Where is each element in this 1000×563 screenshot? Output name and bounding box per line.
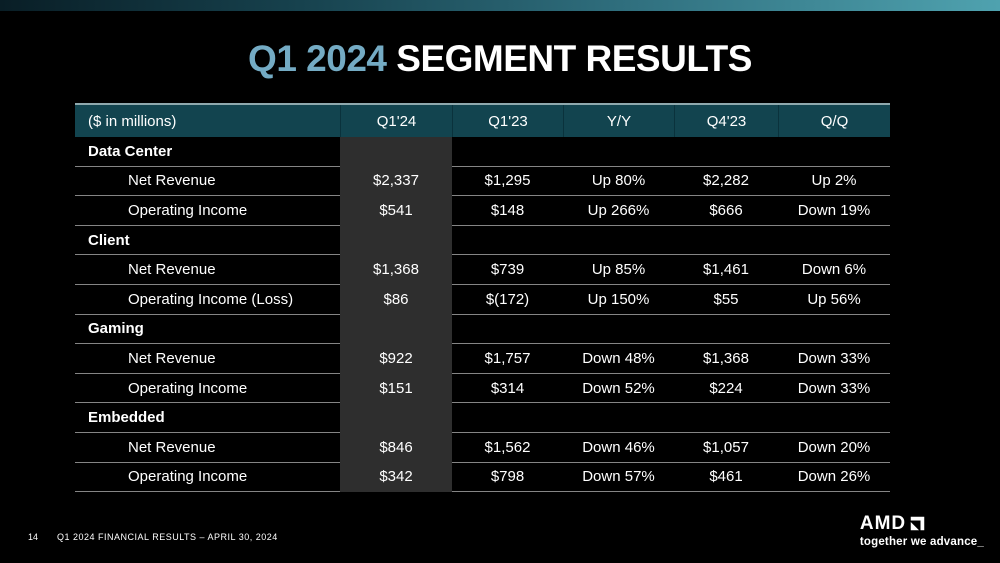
page-title-highlight: Q1 2024	[248, 38, 387, 79]
section-row: Embedded	[75, 403, 890, 433]
page-number: 14	[28, 532, 39, 542]
value-cell: $2,337	[373, 172, 419, 190]
value-cell: $314	[490, 379, 525, 397]
data-row: Operating Income $541 $148 Up 266% $666 Down …	[75, 196, 890, 226]
row-label: Operating Income (Loss)	[128, 290, 294, 308]
value-cell: Up 2%	[811, 172, 857, 190]
value-cell: $922	[379, 349, 413, 367]
value-cell: Down 48%	[582, 349, 655, 367]
value-cell: Up 80%	[591, 172, 646, 190]
value-cell: $1,368	[703, 349, 749, 367]
value-cell: $1,461	[703, 261, 749, 279]
value-cell: Down 33%	[797, 379, 871, 397]
value-cell: Up 85%	[591, 261, 646, 279]
value-cell: Down 52%	[582, 379, 655, 397]
value-cell: $739	[490, 261, 525, 279]
value-cell: $1,057	[703, 438, 749, 456]
value-cell: Down 20%	[797, 438, 871, 456]
data-row: Operating Income $151 $314 Down 52% $224 Down…	[75, 374, 890, 404]
section-name: Client	[88, 231, 130, 249]
row-label: Net Revenue	[128, 438, 216, 456]
footer-text: Q1 2024 FINANCIAL RESULTS – APRIL 30, 20…	[57, 532, 278, 542]
value-cell: $342	[379, 468, 413, 486]
amd-logo: AMD together we advance_	[860, 514, 984, 548]
value-cell: $2,282	[703, 172, 749, 190]
value-cell: $798	[490, 468, 525, 486]
value-cell: $1,757	[484, 349, 531, 367]
unit-label: ($ in millions)	[88, 112, 177, 130]
amd-tagline: together we advance_	[859, 536, 984, 548]
value-cell: $(172)	[485, 290, 530, 308]
section-row: Client	[75, 226, 890, 256]
row-label: Net Revenue	[128, 172, 216, 190]
column-header: Q/Q	[778, 105, 890, 137]
row-label: Operating Income	[128, 201, 248, 219]
value-cell: Down 33%	[797, 349, 871, 367]
section-row: Gaming	[75, 315, 890, 345]
value-cell: $1,368	[373, 261, 419, 279]
data-row: Operating Income (Loss) $86 $(172) Up 150% $…	[75, 285, 890, 315]
row-label: Net Revenue	[128, 349, 216, 367]
data-row: Net Revenue $2,337 $1,295 Up 80% $2,282 Up 2%	[75, 167, 890, 197]
value-cell: Up 56%	[807, 290, 861, 308]
value-cell: $86	[383, 290, 409, 308]
section-name: Embedded	[88, 409, 165, 427]
column-header: Q1'23	[452, 105, 563, 137]
page-title-rest: SEGMENT RESULTS	[386, 38, 752, 79]
amd-logo-text: AMD	[859, 513, 907, 534]
table-body: Data Center Net Revenue $2,337 $1,295 Up 80%…	[75, 137, 890, 493]
column-header: Y/Y	[563, 105, 674, 137]
value-cell: Down 26%	[797, 468, 871, 486]
data-row: Net Revenue $922 $1,757 Down 48% $1,368 Down …	[75, 344, 890, 374]
data-row: Operating Income $342 $798 Down 57% $461 Down…	[75, 463, 890, 493]
value-cell: $148	[490, 201, 525, 219]
row-label: Operating Income	[128, 468, 248, 486]
value-cell: $846	[379, 438, 413, 456]
segment-results-table: ($ in millions) Q1'24 Q1'23 Y/Y Q4'23 Q/Q Da…	[75, 103, 890, 493]
value-cell: Up 266%	[587, 201, 650, 219]
value-cell: Up 150%	[587, 290, 650, 308]
row-label: Operating Income	[128, 379, 248, 397]
data-row: Net Revenue $846 $1,562 Down 46% $1,057 Down …	[75, 433, 890, 463]
value-cell: $224	[709, 379, 743, 397]
amd-arrow-icon	[910, 516, 925, 531]
current-quarter-highlight-band	[340, 137, 452, 493]
section-row: Data Center	[75, 137, 890, 167]
value-cell: $1,295	[484, 172, 531, 190]
row-label: Net Revenue	[128, 261, 216, 279]
data-row: Net Revenue $1,368 $739 Up 85% $1,461 Down 6%	[75, 255, 890, 285]
column-header: Q4'23	[674, 105, 778, 137]
value-cell: $461	[709, 468, 743, 486]
page-title: Q1 2024 SEGMENT RESULTS	[0, 38, 1000, 80]
value-cell: Down 46%	[582, 438, 655, 456]
value-cell: $55	[713, 290, 739, 308]
value-cell: Down 19%	[797, 201, 871, 219]
value-cell: $541	[379, 201, 413, 219]
table-header-row: ($ in millions) Q1'24 Q1'23 Y/Y Q4'23 Q/Q	[75, 103, 890, 137]
section-name: Gaming	[88, 320, 144, 338]
section-name: Data Center	[88, 142, 173, 160]
value-cell: Down 6%	[801, 261, 867, 279]
value-cell: $1,562	[484, 438, 531, 456]
value-cell: Down 57%	[582, 468, 655, 486]
top-gradient-bar	[0, 0, 1000, 11]
value-cell: $151	[379, 379, 413, 397]
column-header: Q1'24	[340, 105, 452, 137]
value-cell: $666	[709, 201, 743, 219]
